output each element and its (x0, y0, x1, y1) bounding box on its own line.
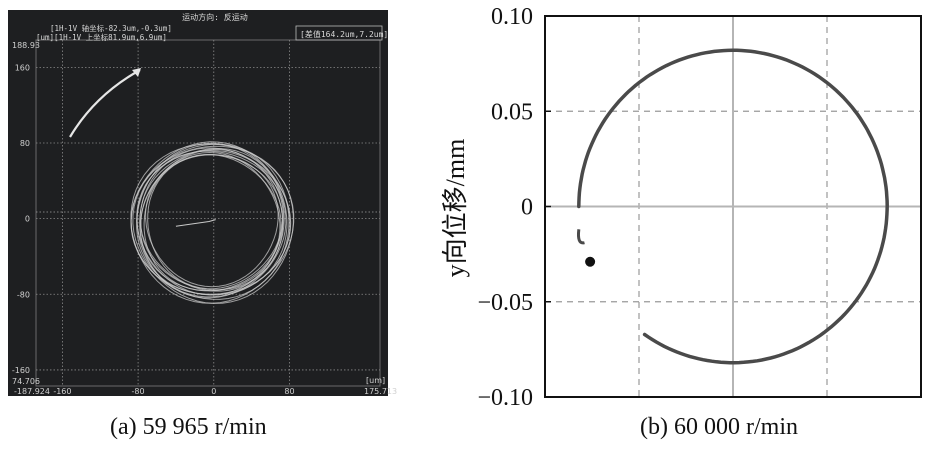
scope-corner-top: 188.93 (12, 41, 40, 50)
scope-header: 运动方向: 反运动 (182, 12, 248, 22)
scope-plot-frame (35, 39, 381, 387)
scope-screen (8, 10, 388, 396)
scope-y-tick-label: 160 (15, 63, 30, 72)
b-y-tick-label: 0.05 (491, 99, 533, 125)
caption-b: (b) 60 000 r/min (640, 414, 798, 440)
scope-y-tick-label: -160 (12, 366, 30, 375)
arrow-head (132, 68, 141, 77)
scope-legend-line1: [1H-1V 轴坐标-82.3um,-0.3um] (50, 23, 172, 33)
scope-orbit-loop (147, 154, 283, 290)
scope-diff-box: [差值164.2um,7.2um] (300, 29, 388, 39)
b-start-marker (585, 256, 596, 267)
scope-tick-labels: -160 -80 0 80 160 80 0 -80 -160 (12, 63, 295, 396)
b-y-tick-label: −0.05 (477, 290, 533, 316)
scope-transient-trace (175, 219, 216, 227)
scope-y-tick-label: 0 (25, 215, 30, 224)
diff-box-frame (295, 25, 383, 41)
scope-orbit-trace (130, 141, 295, 304)
caption-a: (a) 59 965 r/min (110, 414, 267, 440)
b-y-axis-label: y向位移/mm (441, 139, 470, 278)
scope-x-end: 175.713 (364, 387, 397, 396)
b-y-tick-label: 0.10 (491, 4, 533, 30)
scope-x-tick-label: 80 (284, 387, 294, 396)
scope-legend-line2: [um][1H-1V 上坐标81.9um,6.9um] (36, 32, 167, 42)
scope-corner-bottom: 74.706 (12, 377, 40, 386)
scope-orbit-loop (145, 154, 279, 288)
scope-x-unit: [um] (366, 376, 385, 385)
scope-x-tick-label: -160 (53, 387, 71, 396)
orbit-chart-b: 0.10 0.05 0 −0.05 −0.10 y向位移/mm (441, 4, 922, 410)
b-y-tick-label: 0 (521, 195, 533, 221)
scope-x-tick-label: -80 (132, 387, 145, 396)
scope-orbit-loop (143, 154, 282, 292)
rotation-direction-arrow (69, 69, 141, 138)
scope-x-start: -187.924 (14, 387, 50, 396)
b-grid (545, 16, 921, 397)
b-orbit-trace (577, 48, 889, 365)
scope-y-tick-label: -80 (17, 290, 30, 299)
orbit-chart-a: 运动方向: 反运动 [1H-1V 轴坐标-82.3um,-0.3um] [um]… (8, 10, 397, 396)
scope-y-tick-label: 80 (20, 139, 30, 148)
b-tick-labels: 0.10 0.05 0 −0.05 −0.10 (477, 4, 551, 410)
b-orbit-tail (576, 229, 585, 245)
scope-orbit-loop (136, 142, 291, 295)
b-orbit-group (576, 48, 889, 365)
b-y-tick-label: −0.10 (477, 385, 533, 410)
scope-x-tick-label: 0 (211, 387, 216, 396)
scope-orbit-loop (130, 143, 295, 304)
